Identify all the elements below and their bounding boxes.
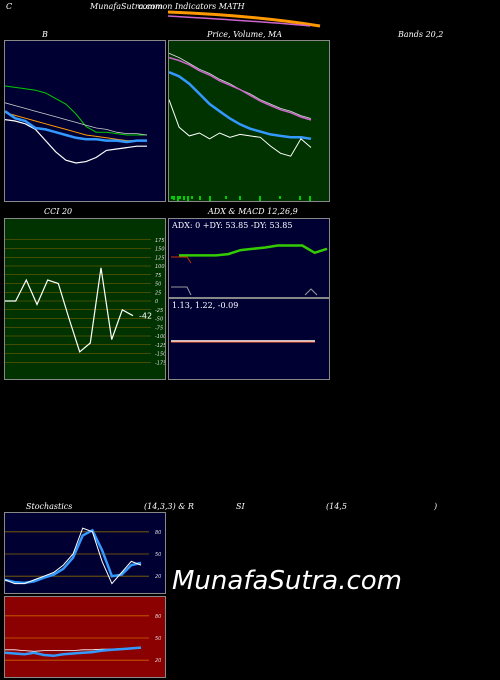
cci-chart: 175 150 125 100 75 50 25 0 -25 -50 -75 -100 -125 -150… — [5, 238, 165, 366]
stoch-params: (14,3,3) & R — [144, 502, 194, 511]
rsi-panel: 80 50 20 — [4, 596, 166, 678]
rsi-tick-label: 50 — [155, 636, 161, 642]
stoch-tick-label: 50 — [155, 552, 161, 558]
volume-bar — [171, 196, 173, 199]
bands-label: B — [42, 30, 48, 39]
price-ma-chart — [169, 52, 312, 201]
cci-tick-label: 125 — [155, 255, 165, 261]
macd-panel: 1.13, 1.22, -0.09 — [168, 298, 330, 380]
price-series-1 — [169, 56, 312, 121]
cci-last-value: -42 — [139, 312, 152, 321]
boll-series-2 — [5, 112, 147, 142]
stoch-tick-label: 20 — [155, 574, 161, 580]
volume-bar — [239, 196, 241, 200]
adx-label: ADX & MACD 12,26,9 — [208, 207, 298, 216]
cci-line — [5, 267, 134, 353]
volume-bar — [259, 196, 261, 201]
rsi-params: (14,5 — [326, 502, 347, 511]
volume-bar — [279, 196, 281, 199]
title-suffix: common Indicators MATH — [138, 2, 245, 11]
cci-tick-label: -100 — [155, 334, 165, 340]
cci-tick-label: 175 — [155, 238, 165, 244]
volume-bar — [209, 196, 211, 201]
volume-bar — [177, 196, 179, 201]
volume-bar — [299, 196, 301, 200]
minus-dy-line — [171, 286, 192, 296]
plus-dy-line — [171, 256, 192, 264]
cci-tick-label: -125 — [155, 343, 165, 349]
macd-chart — [171, 340, 315, 343]
price-series-3 — [169, 99, 312, 157]
volume-bar — [173, 196, 175, 200]
cci-panel: 175 150 125 100 75 50 25 0 -25 -50 -75 -100 -125 -150… — [4, 218, 166, 380]
boll-series-0 — [5, 85, 147, 136]
volume-bar — [309, 196, 311, 201]
rsi-tick-label: 20 — [155, 658, 161, 664]
cci-tick-label: -75 — [155, 325, 163, 331]
si-label: SI — [236, 502, 245, 511]
volume-bar — [183, 196, 185, 200]
cci-tick-label: 25 — [155, 290, 161, 296]
close-paren: ) — [434, 502, 438, 511]
price-series-2 — [169, 70, 312, 141]
stoch-panel: 80 50 20 — [4, 512, 166, 594]
cci-tick-label: -25 — [155, 308, 163, 314]
volume-bar — [179, 196, 181, 199]
stoch-chart: 80 50 20 — [5, 527, 161, 585]
stoch-d-line — [5, 528, 142, 585]
stoch-tick-label: 80 — [155, 530, 161, 536]
cci-tick-label: 50 — [155, 282, 161, 288]
adx-values: ADX: 0 +DY: 53.85 -DY: 53.85 — [172, 221, 293, 230]
boll-series-1 — [5, 102, 148, 136]
bands-right-label: Bands 20,2 — [398, 30, 444, 39]
cci-tick-label: 100 — [155, 264, 165, 270]
site-title: MunafaSutra.com — [90, 2, 163, 11]
rsi-chart: 80 50 20 — [5, 614, 161, 664]
header-left-letter: C — [6, 2, 13, 11]
boll-series-3 — [5, 119, 147, 164]
adx-panel: ADX: 0 +DY: 53.85 -DY: 53.85 — [168, 218, 330, 298]
adx-chart — [171, 244, 328, 296]
volume-bar — [225, 196, 227, 199]
bollinger-panel — [4, 40, 166, 202]
cci-label: CCI 20 — [44, 207, 73, 216]
price-label: Price, Volume, MA — [207, 30, 283, 39]
cci-tick-label: -175 — [155, 360, 165, 366]
watermark: MunafaSutra.com — [172, 566, 403, 596]
cci-tick-label: 150 — [155, 247, 165, 253]
price-ma-panel — [168, 40, 330, 202]
cci-tick-label: 0 — [155, 299, 158, 305]
volume-bar — [199, 196, 201, 200]
volume-bar — [187, 196, 189, 201]
macd-values: 1.13, 1.22, -0.09 — [172, 301, 239, 310]
volume-bar — [191, 196, 193, 199]
cci-tick-label: -150 — [155, 352, 165, 358]
stoch-k-line — [5, 527, 142, 585]
boll-series-4 — [5, 110, 147, 144]
rsi-line — [5, 646, 142, 658]
cci-tick-label: -50 — [155, 317, 163, 323]
cci-tick-label: 75 — [155, 273, 161, 279]
stoch-label: Stochastics — [26, 502, 73, 511]
bollinger-chart — [5, 85, 148, 164]
minus-dy-line-end — [304, 288, 318, 296]
rsi-tick-label: 80 — [155, 614, 161, 620]
adx-line — [179, 244, 328, 257]
top-decor-lines — [167, 10, 321, 28]
